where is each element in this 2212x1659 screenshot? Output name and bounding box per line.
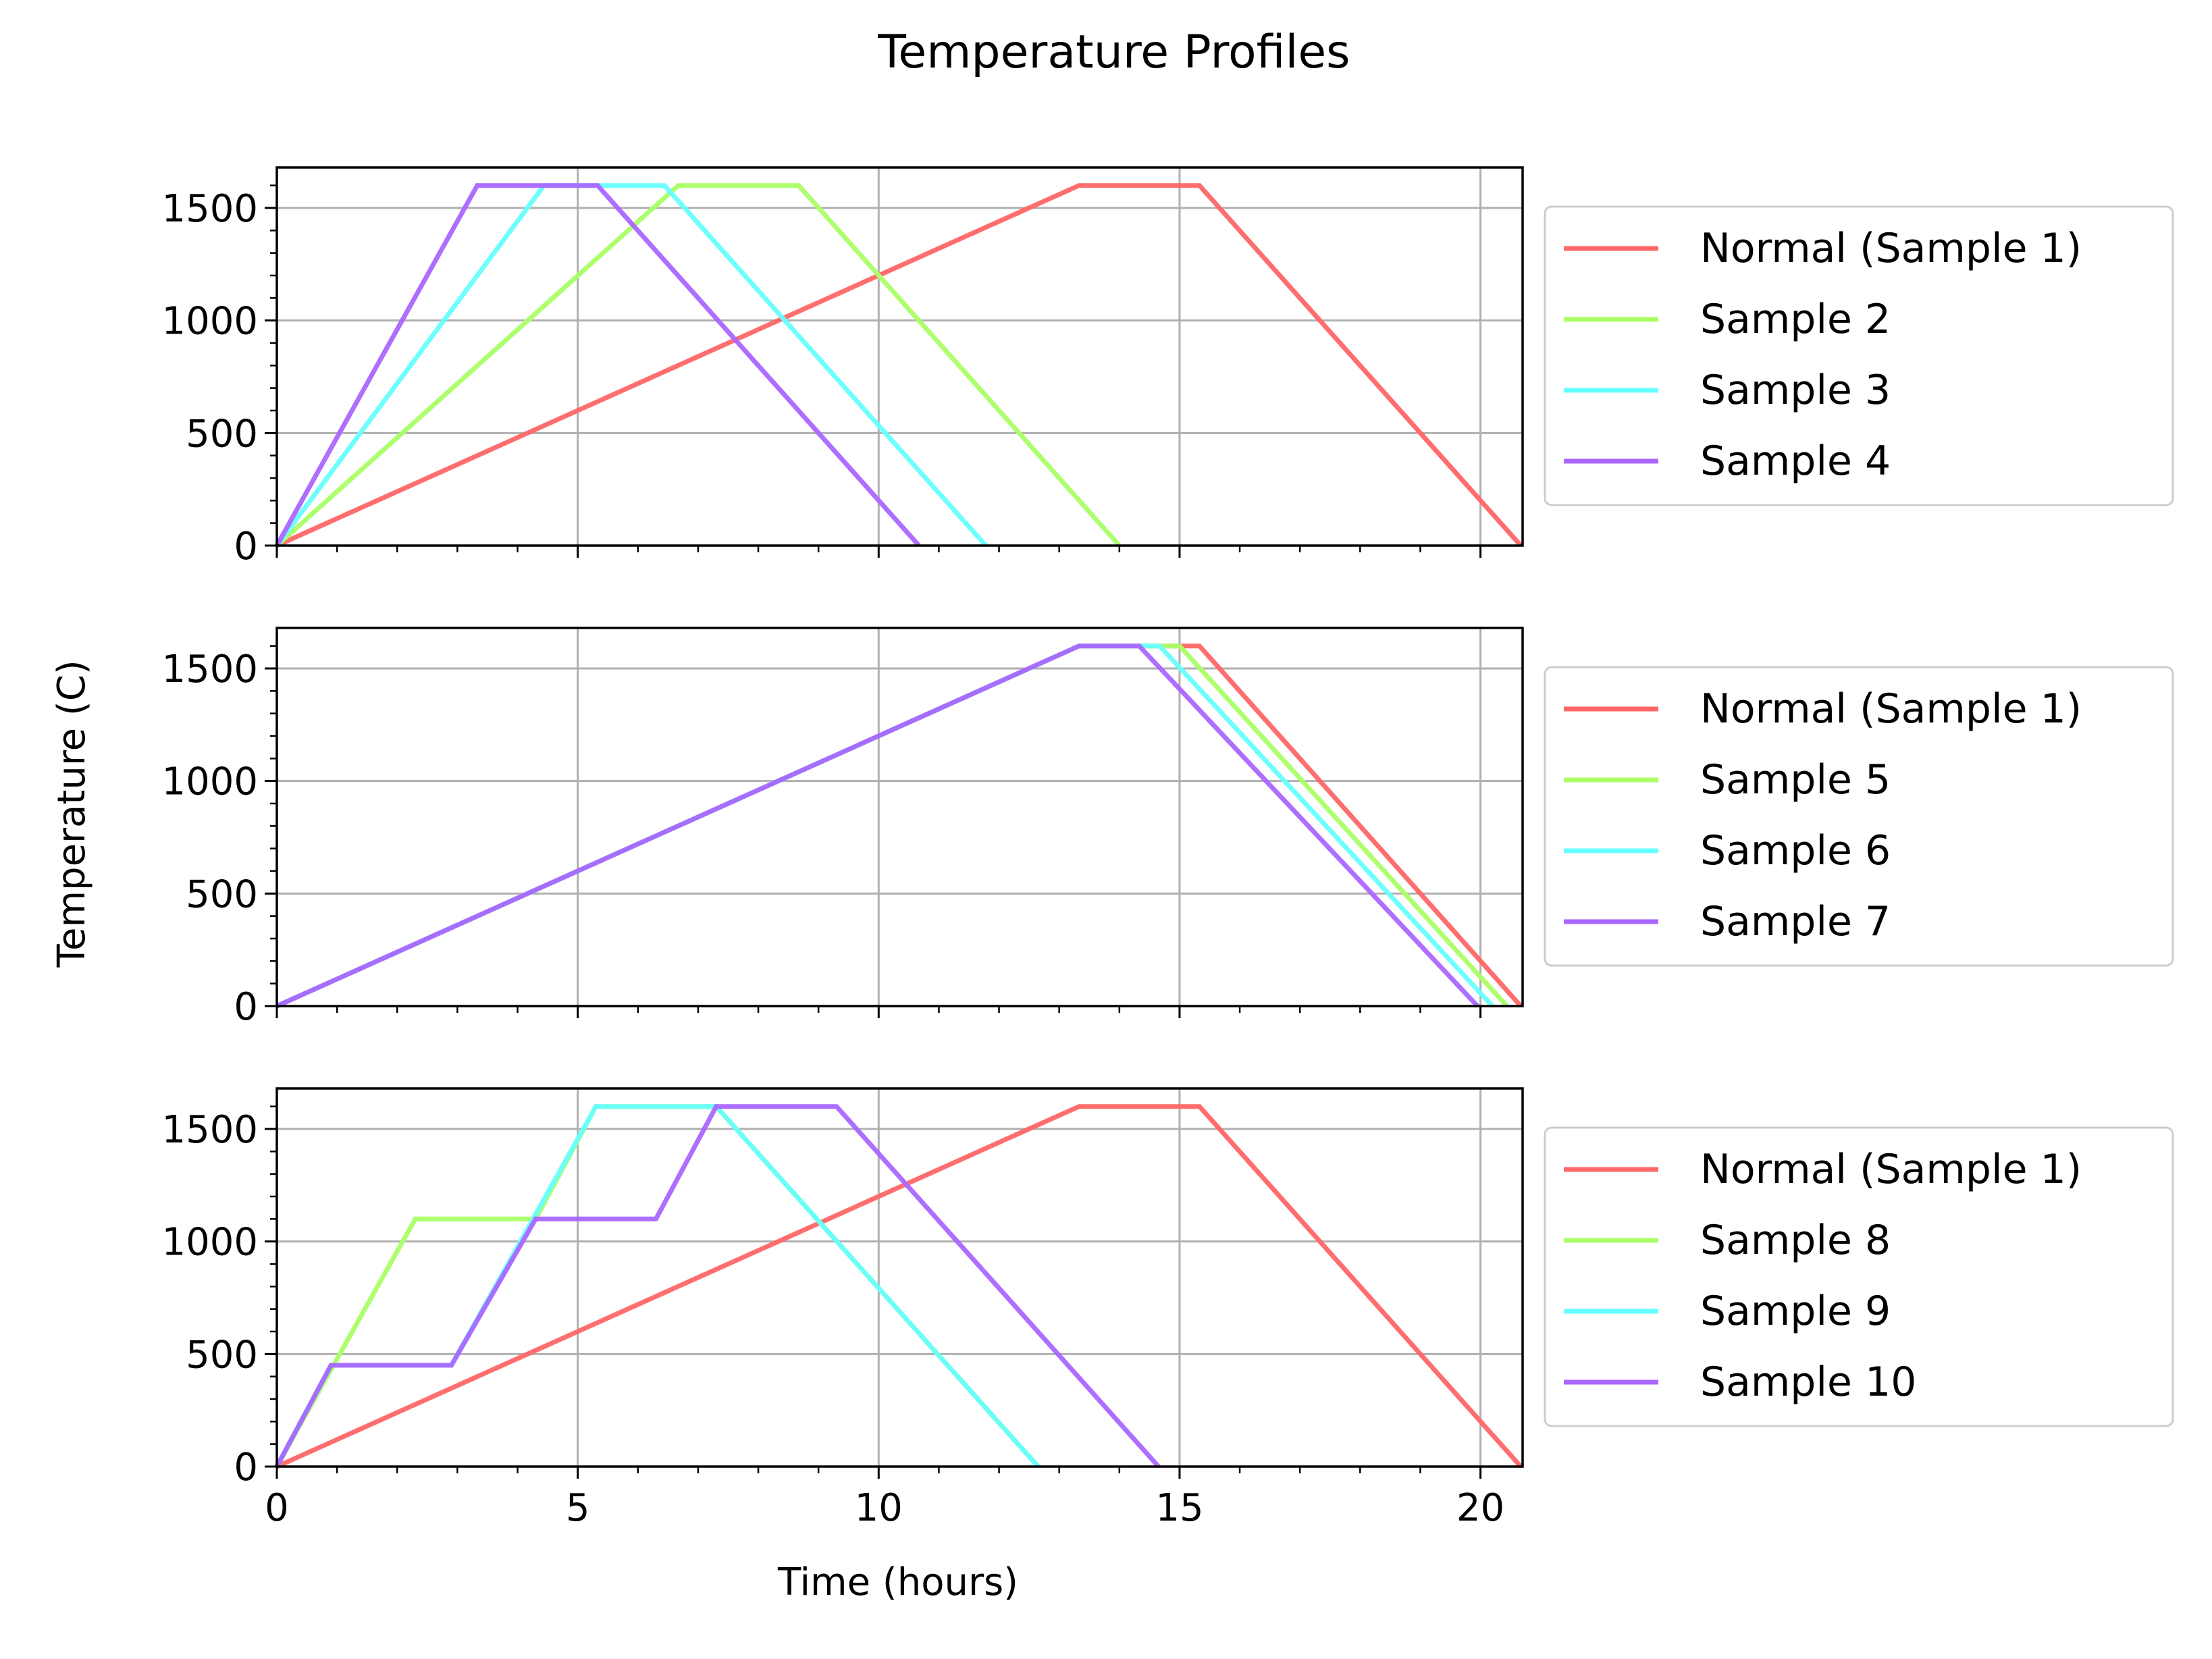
series-line-4: [274, 1104, 1161, 1469]
legend-label: Sample 9: [1700, 1288, 1891, 1335]
y-tick-label: 500: [186, 412, 258, 456]
legend: Normal (Sample 1) Sample 2 Sample 3 Sample …: [1544, 205, 2174, 506]
y-tick-label: 1000: [161, 760, 258, 804]
legend-label: Sample 5: [1700, 756, 1891, 804]
y-tick-label: 1500: [161, 187, 258, 231]
axes-frame: [275, 1087, 1524, 1468]
legend-label: Sample 3: [1700, 367, 1891, 414]
series-line-4: [274, 183, 921, 548]
legend-frame: [1544, 666, 2174, 967]
y-tick-label: 1500: [161, 1108, 258, 1152]
axes-frame: [275, 627, 1524, 1007]
subplot-2: 0 500 1000 1500 Normal (Sample 1) Sample 5 Sam…: [161, 627, 2174, 1029]
y-tick-label: 1000: [161, 300, 258, 344]
x-tick-label: 5: [566, 1486, 590, 1530]
y-tick-label: 500: [186, 872, 258, 916]
y-tick-label: 0: [234, 1446, 258, 1490]
legend-frame: [1544, 205, 2174, 506]
legend-label: Sample 2: [1700, 296, 1891, 343]
y-tick-label: 1500: [161, 648, 258, 691]
y-tick-label: 500: [186, 1333, 258, 1377]
legend-label: Sample 8: [1700, 1217, 1891, 1264]
series-line-4: [275, 643, 1479, 1009]
legend-label: Sample 6: [1700, 827, 1891, 874]
legend-label: Normal (Sample 1): [1700, 225, 2082, 272]
series-line-1: [275, 183, 1523, 548]
axes-frame: [275, 166, 1524, 547]
series-line-1: [275, 1104, 1523, 1469]
figure-title: Temperature Profiles: [877, 26, 1350, 79]
subplot-1: 0 500 1000 1500 Normal (Sample 1) Sample 2 Sam…: [161, 166, 2174, 569]
legend-label: Sample 7: [1700, 898, 1891, 945]
subplot-3: 0 500 1000 1500 0 5 10 15 20 Normal (Sample 1) Sam…: [161, 1087, 2174, 1530]
x-axis-label: Time (hours): [777, 1560, 1018, 1604]
y-tick-label: 1000: [161, 1221, 258, 1265]
legend-label: Sample 10: [1700, 1359, 1916, 1406]
y-tick-label: 0: [234, 525, 258, 569]
legend: Normal (Sample 1) Sample 5 Sample 6 Sample …: [1544, 666, 2174, 967]
series-line-2: [275, 183, 1122, 548]
y-tick-label: 0: [234, 985, 258, 1029]
legend-label: Normal (Sample 1): [1700, 685, 2082, 733]
y-axis-label: Temperature (C): [50, 660, 94, 968]
legend-label: Sample 4: [1700, 438, 1891, 485]
legend: Normal (Sample 1) Sample 8 Sample 9 Sample …: [1544, 1126, 2174, 1427]
x-tick-label: 0: [265, 1486, 289, 1530]
x-tick-label: 10: [855, 1486, 903, 1530]
x-tick-label: 15: [1155, 1486, 1203, 1530]
x-tick-label: 20: [1456, 1486, 1504, 1530]
legend-frame: [1544, 1126, 2174, 1427]
series-line-3: [275, 183, 988, 548]
legend-label: Normal (Sample 1): [1700, 1146, 2082, 1193]
